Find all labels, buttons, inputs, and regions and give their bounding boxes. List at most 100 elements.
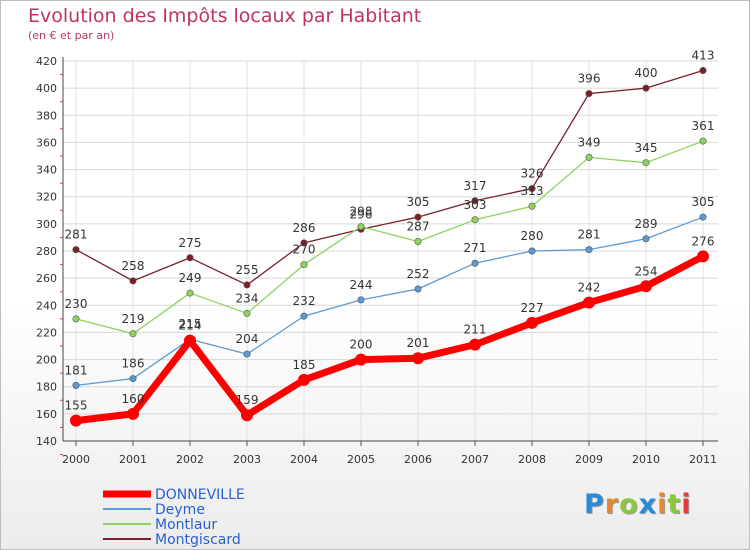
y-tick-label: 260	[36, 272, 57, 285]
y-tick-label: 160	[36, 408, 57, 421]
x-tick-label: 2008	[518, 453, 546, 466]
data-point	[528, 202, 536, 210]
data-label: 303	[464, 198, 487, 212]
data-point	[414, 238, 422, 246]
data-label: 155	[65, 399, 88, 413]
data-point	[699, 137, 707, 145]
data-label: 252	[407, 267, 430, 281]
data-label: 305	[692, 195, 715, 209]
brand-logo: Proxiti	[584, 489, 692, 520]
data-point	[471, 197, 479, 205]
y-tick-label: 280	[36, 245, 57, 258]
data-point	[640, 280, 652, 293]
logo-letter: x	[638, 489, 658, 520]
y-tick-label: 400	[36, 82, 57, 95]
data-label: 254	[635, 264, 658, 278]
legend-label: Montgiscard	[155, 532, 241, 548]
x-tick-label: 2007	[461, 453, 489, 466]
chart-subtitle: (en € et par an)	[28, 29, 115, 42]
data-point	[300, 239, 308, 247]
data-label: 201	[407, 336, 430, 350]
data-point	[357, 223, 365, 231]
data-point	[414, 213, 422, 221]
data-point	[70, 414, 82, 427]
data-label: 249	[179, 271, 202, 285]
data-point	[129, 375, 137, 383]
data-point	[585, 246, 593, 254]
x-tick-label: 2004	[290, 453, 318, 466]
data-label: 234	[236, 291, 259, 305]
data-label: 244	[350, 278, 373, 292]
data-point	[186, 254, 194, 262]
data-label-layer: 281 258 275 255 286 296 305 317 326 396 400 413 230 2…	[65, 49, 715, 413]
data-point	[585, 90, 593, 98]
data-point	[642, 84, 650, 92]
data-label: 255	[236, 263, 259, 277]
x-tick-label: 2003	[233, 453, 261, 466]
data-point	[357, 296, 365, 304]
data-point	[186, 289, 194, 297]
x-tick-label: 2010	[632, 453, 660, 466]
data-point	[72, 315, 80, 323]
logo-letter: i	[657, 489, 668, 520]
data-label: 242	[578, 281, 601, 295]
data-label: 298	[350, 205, 373, 219]
y-tick-label: 220	[36, 326, 57, 339]
x-tick-label: 2005	[347, 453, 375, 466]
data-label: 159	[236, 393, 259, 407]
logo-letter: r	[604, 489, 620, 520]
x-tick-label: 2000	[62, 453, 90, 466]
data-point	[583, 296, 595, 309]
axis-layer: 140 160 180 200 220 240 260 280 300 320 340 360 380 4…	[36, 55, 718, 466]
logo-letter: i	[681, 489, 692, 520]
data-label: 185	[293, 358, 316, 372]
data-label: 286	[293, 221, 316, 235]
data-label: 281	[578, 228, 601, 242]
data-label: 232	[293, 294, 316, 308]
series-line-montlaur	[75, 140, 704, 335]
data-label: 271	[464, 241, 487, 255]
data-point	[528, 247, 536, 255]
data-label: 200	[350, 338, 373, 352]
data-point	[471, 216, 479, 224]
y-tick-label: 340	[36, 164, 57, 177]
data-label: 230	[65, 297, 88, 311]
data-point	[127, 407, 139, 420]
series-line-deyme	[75, 216, 704, 387]
data-label: 204	[236, 332, 259, 346]
data-label: 214	[179, 319, 202, 333]
y-tick-label: 240	[36, 299, 57, 312]
y-tick-label: 200	[36, 354, 57, 367]
data-label: 345	[635, 141, 658, 155]
data-label: 413	[692, 49, 715, 63]
data-label: 258	[122, 259, 145, 273]
x-tick-label: 2002	[176, 453, 204, 466]
x-tick-label: 2006	[404, 453, 432, 466]
data-point	[469, 338, 481, 351]
x-tick-label: 2001	[119, 453, 147, 466]
data-label: 211	[464, 323, 487, 337]
data-point	[129, 277, 137, 285]
data-label: 305	[407, 195, 430, 209]
data-label: 219	[122, 312, 145, 326]
data-label: 396	[578, 72, 601, 86]
data-point	[642, 235, 650, 243]
data-label: 317	[464, 179, 487, 193]
y-tick-label: 300	[36, 218, 57, 231]
data-label: 349	[578, 135, 601, 149]
data-label: 280	[521, 229, 544, 243]
data-label: 160	[122, 392, 145, 406]
y-tick-label: 320	[36, 191, 57, 204]
data-point	[72, 246, 80, 254]
data-point	[528, 185, 536, 193]
data-label: 400	[635, 66, 658, 80]
data-point	[699, 213, 707, 221]
data-point	[72, 381, 80, 389]
data-label: 215	[179, 317, 202, 331]
x-tick-label: 2011	[689, 453, 717, 466]
data-label: 227	[521, 301, 544, 315]
data-label: 287	[407, 220, 430, 234]
y-tick-label: 380	[36, 109, 57, 122]
